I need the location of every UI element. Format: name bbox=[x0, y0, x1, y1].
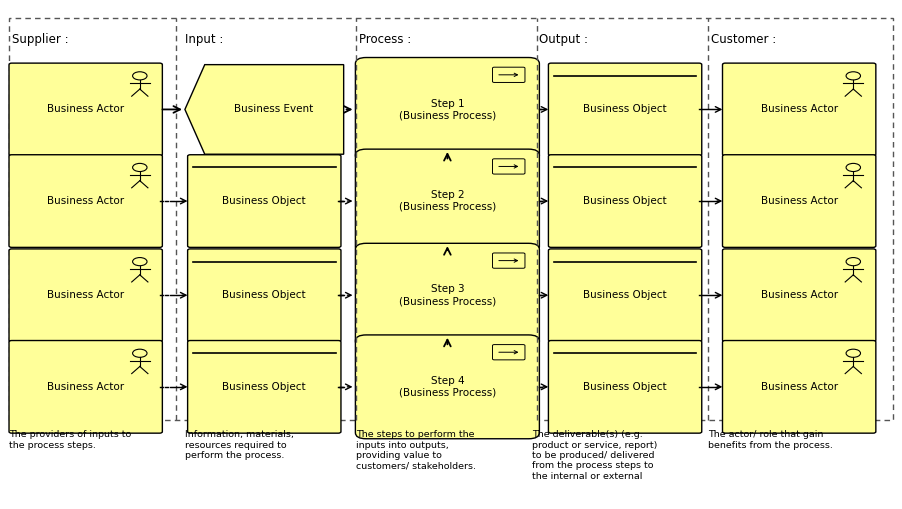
Text: Step 2
(Business Process): Step 2 (Business Process) bbox=[399, 190, 496, 212]
Text: Business Object: Business Object bbox=[223, 196, 306, 206]
FancyBboxPatch shape bbox=[355, 58, 539, 161]
FancyBboxPatch shape bbox=[548, 155, 702, 247]
Text: Input :: Input : bbox=[185, 33, 224, 46]
FancyBboxPatch shape bbox=[548, 341, 702, 433]
Text: The providers of inputs to
the process steps.: The providers of inputs to the process s… bbox=[9, 430, 132, 449]
Text: Step 4
(Business Process): Step 4 (Business Process) bbox=[399, 376, 496, 398]
FancyBboxPatch shape bbox=[548, 249, 702, 342]
FancyBboxPatch shape bbox=[188, 341, 341, 433]
Text: Business Actor: Business Actor bbox=[47, 290, 124, 300]
Text: Business Object: Business Object bbox=[584, 290, 667, 300]
Text: Business Actor: Business Actor bbox=[760, 104, 838, 115]
Polygon shape bbox=[185, 65, 344, 154]
Text: Business Object: Business Object bbox=[584, 196, 667, 206]
Text: The actor/ role that gain
benefits from the process.: The actor/ role that gain benefits from … bbox=[708, 430, 833, 449]
Text: Business Object: Business Object bbox=[584, 382, 667, 392]
FancyBboxPatch shape bbox=[492, 159, 525, 174]
Text: Process :: Process : bbox=[359, 33, 411, 46]
Text: Step 3
(Business Process): Step 3 (Business Process) bbox=[399, 285, 496, 306]
Text: Business Actor: Business Actor bbox=[47, 196, 124, 206]
Text: Step 1
(Business Process): Step 1 (Business Process) bbox=[399, 99, 496, 120]
Text: Business Event: Business Event bbox=[234, 104, 313, 115]
FancyBboxPatch shape bbox=[723, 155, 876, 247]
Text: Customer :: Customer : bbox=[711, 33, 776, 46]
FancyBboxPatch shape bbox=[355, 243, 539, 347]
FancyBboxPatch shape bbox=[9, 155, 162, 247]
FancyBboxPatch shape bbox=[188, 249, 341, 342]
Text: Business Actor: Business Actor bbox=[760, 382, 838, 392]
FancyBboxPatch shape bbox=[492, 345, 525, 360]
Text: Business Object: Business Object bbox=[223, 290, 306, 300]
Text: Output :: Output : bbox=[539, 33, 588, 46]
Text: Business Actor: Business Actor bbox=[760, 290, 838, 300]
FancyBboxPatch shape bbox=[9, 249, 162, 342]
FancyBboxPatch shape bbox=[492, 253, 525, 268]
FancyBboxPatch shape bbox=[355, 149, 539, 253]
FancyBboxPatch shape bbox=[723, 341, 876, 433]
Bar bbox=[9, 18, 893, 420]
Text: The deliverable(s) (e.g.
product or service, report)
to be produced/ delivered
f: The deliverable(s) (e.g. product or serv… bbox=[532, 430, 658, 480]
FancyBboxPatch shape bbox=[9, 63, 162, 156]
Text: Business Actor: Business Actor bbox=[47, 104, 124, 115]
FancyBboxPatch shape bbox=[492, 67, 525, 82]
FancyBboxPatch shape bbox=[9, 341, 162, 433]
Text: Supplier :: Supplier : bbox=[12, 33, 69, 46]
Text: Information, materials,
resources required to
perform the process.: Information, materials, resources requir… bbox=[185, 430, 294, 460]
FancyBboxPatch shape bbox=[355, 335, 539, 439]
Text: The steps to perform the
inputs into outputs,
providing value to
customers/ stak: The steps to perform the inputs into out… bbox=[356, 430, 476, 470]
FancyBboxPatch shape bbox=[723, 63, 876, 156]
Text: Business Object: Business Object bbox=[223, 382, 306, 392]
Text: Business Object: Business Object bbox=[584, 104, 667, 115]
FancyBboxPatch shape bbox=[723, 249, 876, 342]
FancyBboxPatch shape bbox=[548, 63, 702, 156]
Text: Business Actor: Business Actor bbox=[760, 196, 838, 206]
Text: Business Actor: Business Actor bbox=[47, 382, 124, 392]
FancyBboxPatch shape bbox=[188, 155, 341, 247]
